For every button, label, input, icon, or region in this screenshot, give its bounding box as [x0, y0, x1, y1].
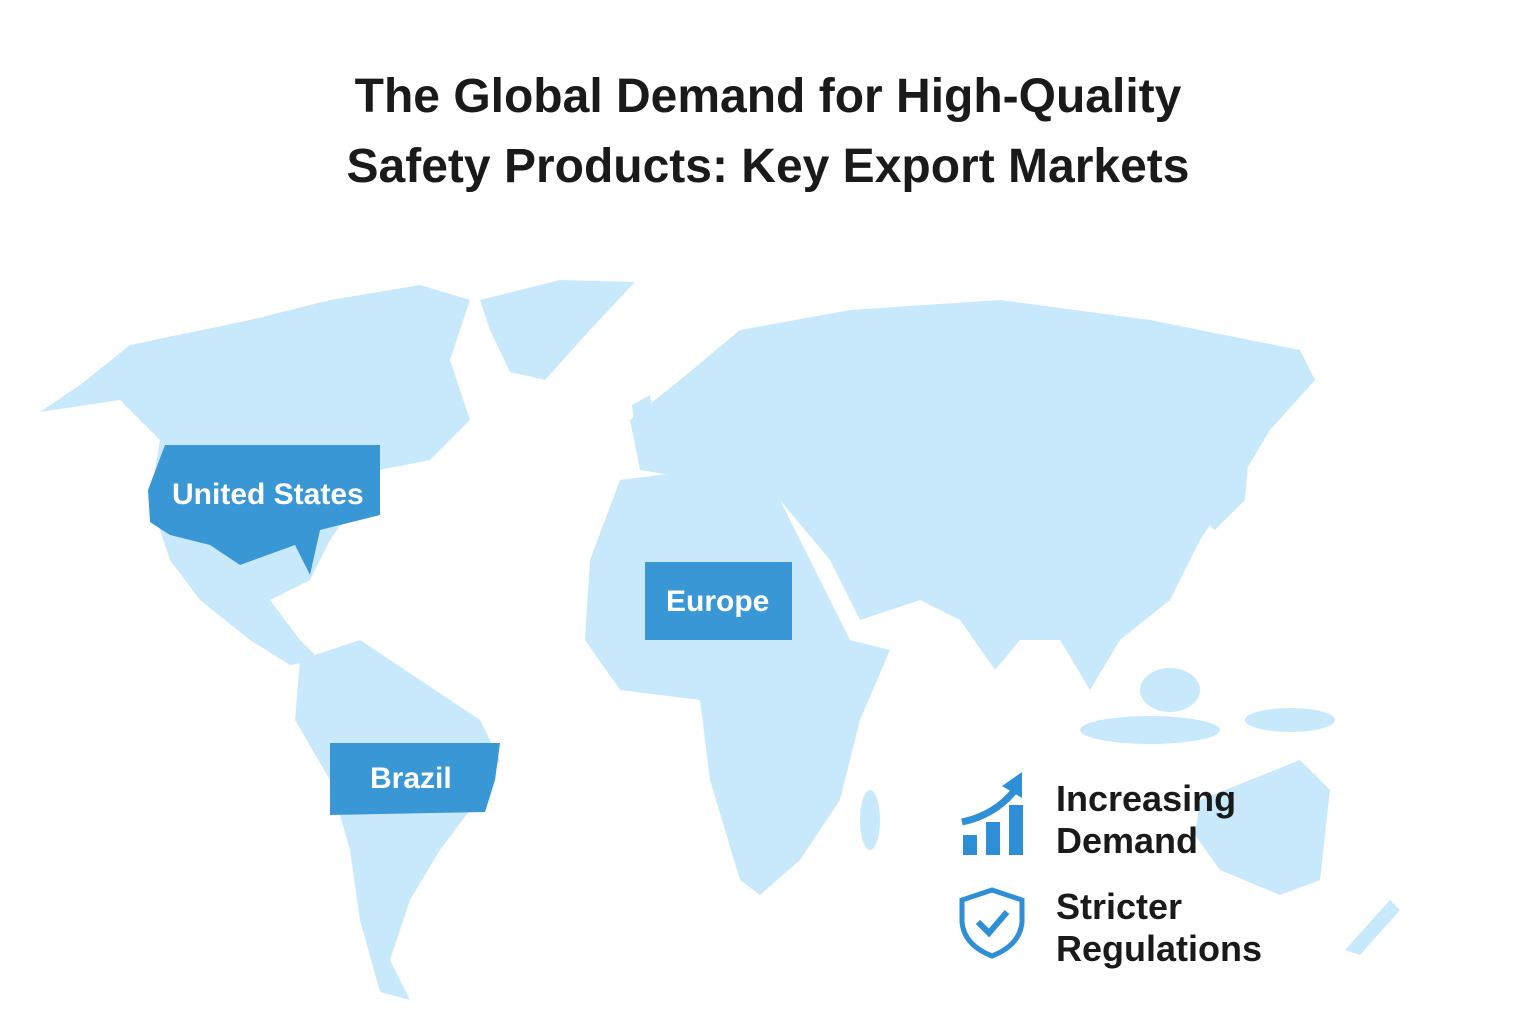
market-label: Brazil: [370, 762, 452, 795]
title-line: The Global Demand for High-Quality: [354, 70, 1182, 123]
brazil-region: [330, 743, 500, 815]
title-line: Safety Products: Key Export Markets: [346, 140, 1190, 193]
new-guinea: [1245, 708, 1335, 732]
demand-icon: [961, 772, 1023, 855]
market-label: United States: [172, 478, 364, 511]
australia: [1195, 760, 1330, 895]
us-region: [148, 445, 380, 575]
south-america: [295, 640, 500, 1000]
eurasia: [630, 300, 1315, 690]
legend-icons: [959, 772, 1025, 959]
greenland: [480, 280, 635, 380]
market-label: Europe: [666, 585, 770, 618]
japan: [1205, 440, 1250, 530]
madagascar: [860, 790, 880, 850]
europe-region: [645, 562, 792, 640]
title: The Global Demand for High-Quality Safet…: [0, 62, 1536, 202]
borneo: [1140, 668, 1200, 712]
new-zealand: [1345, 900, 1400, 955]
legend-label: Increasing Demand: [1056, 778, 1237, 861]
regulation-icon: [959, 887, 1025, 959]
continents: [40, 280, 1400, 1000]
legend-label: Stricter Regulations: [1056, 886, 1263, 969]
indonesia: [1080, 716, 1220, 744]
uk: [632, 395, 655, 440]
highlighted-markets: [148, 445, 792, 815]
